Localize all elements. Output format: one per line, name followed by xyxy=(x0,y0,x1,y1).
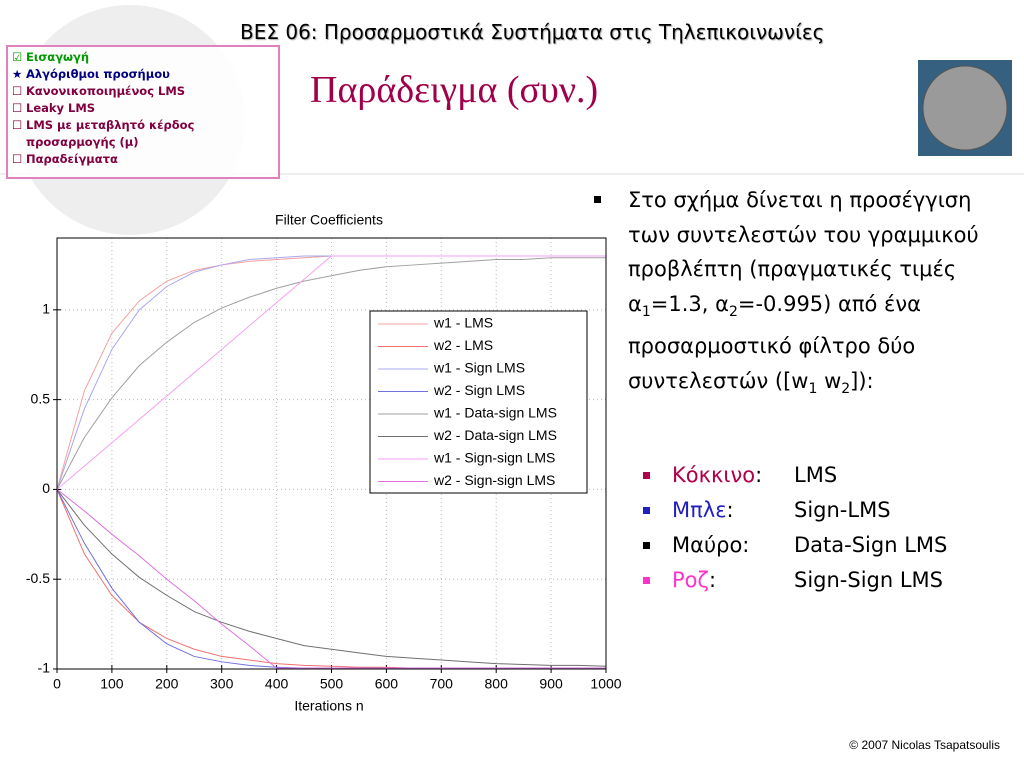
footer: © 2007 Nicolas Tsapatsoulis xyxy=(849,738,1000,752)
header: ΒΕΣ 06: Προσαρμοστικά Συστήματα στις Τηλ… xyxy=(240,20,825,44)
sub-marker xyxy=(643,542,650,549)
y-tick-label: -1 xyxy=(38,660,51,676)
nav-marker: ☐ xyxy=(12,152,23,166)
y-tick-label: 0.5 xyxy=(31,390,51,406)
nav-text: Αλγόριθμοι προσήμου xyxy=(26,67,170,81)
legend-label: w1 - Data-sign LMS xyxy=(433,405,557,421)
x-tick-label: 1000 xyxy=(590,676,621,692)
nav-item: ☐ Κανονικοποιημένος LMS xyxy=(12,83,274,100)
nav-text: Κανονικοποιημένος LMS xyxy=(26,84,186,98)
data-line xyxy=(56,257,606,490)
sub-label: Ροζ xyxy=(672,568,709,592)
subscript: 1 xyxy=(641,303,651,320)
legend-label: w1 - Sign-sign LMS xyxy=(433,450,555,466)
legend-label: w1 - Sign LMS xyxy=(433,360,525,376)
x-axis-label: Iterations n xyxy=(294,698,363,714)
slide-title: Παράδειγμα (συν.) xyxy=(310,69,599,111)
x-tick-label: 400 xyxy=(265,676,289,692)
subscript: 2 xyxy=(841,380,851,397)
nav-item: ☐ Παραδείγματα xyxy=(12,151,274,168)
data-line xyxy=(56,255,606,490)
legend-label: w2 - LMS xyxy=(433,337,493,353)
data-line xyxy=(56,489,606,669)
nav-marker: ☐ xyxy=(12,101,23,115)
sub-label-wrap: Μαύρο: xyxy=(672,528,794,563)
chart-title: Filter Coefficients xyxy=(275,212,383,228)
legend-label: w2 - Sign LMS xyxy=(433,382,525,398)
y-tick-label: 0 xyxy=(42,480,50,496)
sub-colon: : xyxy=(708,568,717,592)
legend-label: w2 - Data-sign LMS xyxy=(433,427,557,443)
sub-marker xyxy=(643,507,650,514)
x-tick-label: 700 xyxy=(430,676,454,692)
y-tick-label: -0.5 xyxy=(26,570,50,586)
sub-marker xyxy=(643,472,650,479)
x-tick-label: 600 xyxy=(375,676,399,692)
nav-text: Παραδείγματα xyxy=(26,152,118,166)
nav-text: LMS με μεταβλητό κέρδος προσαρμογής (μ) xyxy=(26,118,195,149)
nav-marker: ☐ xyxy=(12,118,23,132)
y-tick-label: 1 xyxy=(42,301,50,317)
legend-box xyxy=(369,310,588,494)
nav-marker: ☑ xyxy=(12,50,23,64)
nav-marker: ★ xyxy=(12,67,23,81)
sub-value: LMS xyxy=(794,463,838,487)
legend-label: w2 - Sign-sign LMS xyxy=(433,472,555,488)
sub-bullet: Μπλε: Sign-LMS xyxy=(643,493,947,528)
bullet-text: ]): xyxy=(850,368,874,393)
sub-label-wrap: Κόκκινο: xyxy=(672,458,794,493)
legend-label: w1 - LMS xyxy=(433,315,493,331)
sub-bullet: Ροζ: Sign-Sign LMS xyxy=(643,563,947,598)
data-line xyxy=(56,489,607,667)
sub-label: Μπλε xyxy=(672,498,727,522)
sub-colon: : xyxy=(755,463,763,487)
sub-label: Μαύρο xyxy=(672,533,743,557)
sub-marker xyxy=(643,577,650,584)
sub-value: Sign-LMS xyxy=(794,498,891,522)
nav-text: Leaky LMS xyxy=(26,101,96,115)
subscript: 1 xyxy=(808,380,818,397)
sub-label: Κόκκινο xyxy=(672,463,756,487)
subscript: 2 xyxy=(728,303,738,320)
sub-colon: : xyxy=(726,498,734,522)
sub-bullet: Κόκκινο: LMS xyxy=(643,458,947,493)
sub-bullet: Μαύρο: Data-Sign LMS xyxy=(643,528,947,563)
bullet-text: w xyxy=(817,368,842,393)
x-tick-label: 0 xyxy=(53,676,61,692)
nav-text: Εισαγωγή xyxy=(26,50,90,64)
x-tick-label: 100 xyxy=(100,676,124,692)
nav-marker: ☐ xyxy=(12,84,23,98)
sub-value: Sign-Sign LMS xyxy=(794,568,944,592)
bullet-text: Στο σχήμα δίνεται η προσέγγιση των συντε… xyxy=(628,188,979,316)
x-tick-label: 800 xyxy=(485,676,509,692)
nav-item: ☐ Leaky LMS xyxy=(12,100,274,117)
nav-item: ★ Αλγόριθμοι προσήμου xyxy=(12,66,274,83)
x-tick-label: 500 xyxy=(320,676,344,692)
bullet-text: =1.3, α xyxy=(650,291,729,316)
nav-item: ☑ Εισαγωγή xyxy=(12,49,274,66)
x-tick-label: 300 xyxy=(210,676,234,692)
sub-colon: : xyxy=(742,533,750,557)
sub-label-wrap: Ροζ: xyxy=(672,563,794,598)
nav-item: ☐ LMS με μεταβλητό κέρδος προσαρμογής (μ) xyxy=(12,117,274,151)
x-tick-label: 900 xyxy=(539,676,563,692)
x-tick-label: 200 xyxy=(155,676,179,692)
bullet: Στο σχήμα δίνεται η προσέγγιση των συντε… xyxy=(594,183,1003,406)
sub-bullets: Κόκκινο: LMS Μπλε: Sign-LMS Μαύρο: Data-Sign … xyxy=(643,458,947,598)
bullet-text: =-0.995) από ένα προσαρμοστικό φίλτρο δύ… xyxy=(628,291,921,393)
sub-value: Data-Sign LMS xyxy=(794,533,948,557)
nav-box: ☑ Εισαγωγή ★ Αλγόριθμοι προσήμου ☐ Κανονικοπο… xyxy=(6,45,280,179)
sub-label-wrap: Μπλε: xyxy=(672,493,794,528)
coin xyxy=(922,65,1008,151)
plot-border xyxy=(56,237,607,670)
